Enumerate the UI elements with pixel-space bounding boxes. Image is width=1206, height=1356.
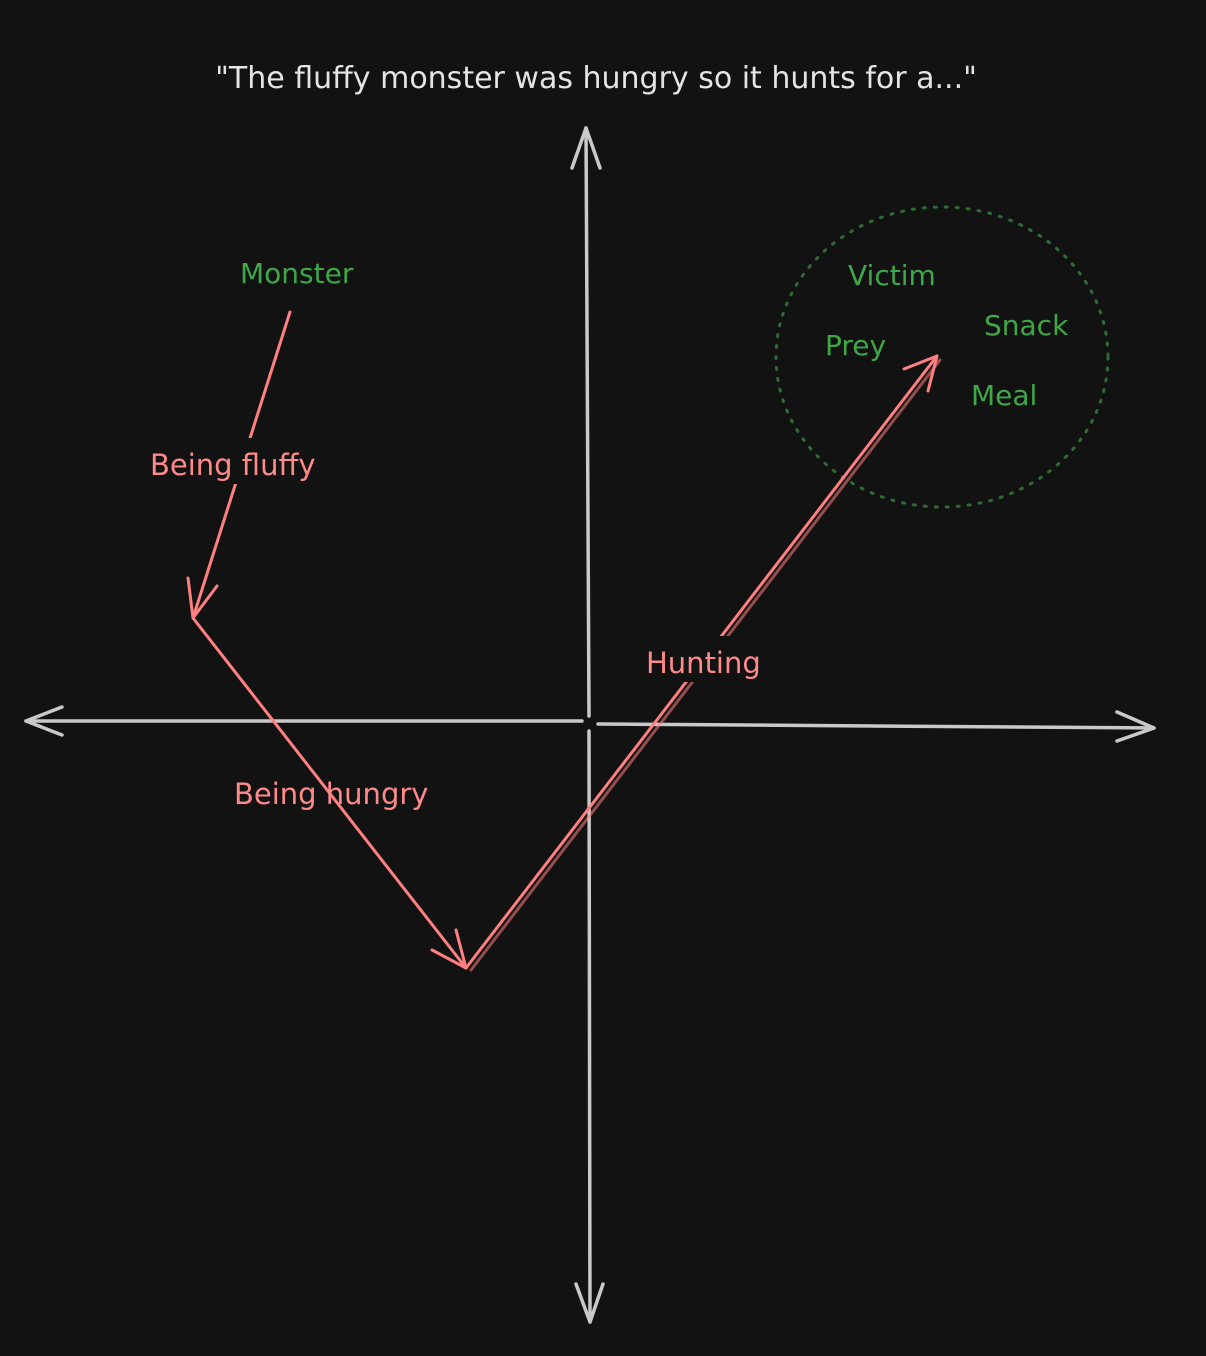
hunting-arrowhead-icon — [902, 354, 939, 393]
vector-path — [186, 310, 942, 972]
right-arrow-icon — [1115, 710, 1156, 743]
fluffy-label: Being fluffy — [150, 448, 316, 482]
down-arrow-icon — [574, 1282, 605, 1324]
candidate-prey: Prey — [825, 329, 886, 362]
hungry-label: Being hungry — [234, 777, 428, 811]
up-arrow-icon — [570, 126, 602, 170]
vertical-axis-top — [584, 126, 591, 718]
start-word-label: Monster — [240, 257, 354, 290]
left-arrow-icon — [24, 705, 64, 737]
hungry-vector — [191, 616, 468, 970]
axes — [24, 126, 1156, 1324]
candidate-snack: Snack — [984, 309, 1069, 342]
caption: "The fluffy monster was hungry so it hun… — [215, 61, 977, 96]
candidate-cluster — [774, 205, 1110, 509]
vertical-axis-bottom — [587, 729, 592, 1324]
horizontal-axis-right — [596, 722, 1156, 730]
candidate-victim: Victim — [848, 259, 936, 292]
hunting-label: Hunting — [646, 646, 761, 680]
candidate-meal: Meal — [971, 379, 1037, 412]
